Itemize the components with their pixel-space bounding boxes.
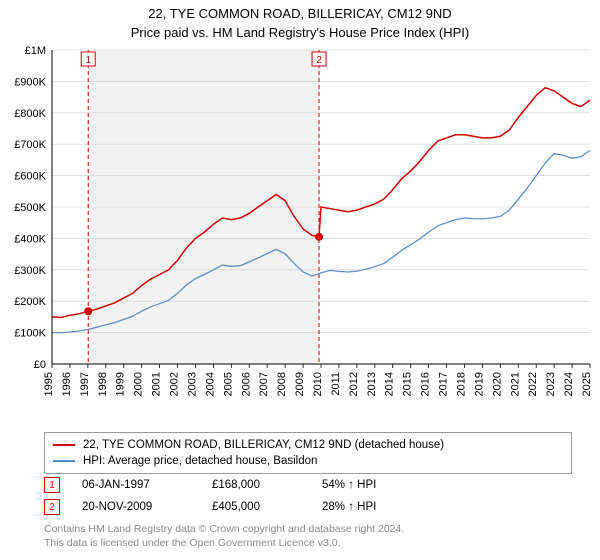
sale-marker-2-num: 2 [49,502,55,513]
chart-area: £0 £100K £200K £300K £400K £500K £600K £700K £80… [0,46,600,426]
sale-marker-1: 1 [44,477,60,493]
legend-label-2: HPI: Average price, detached house, Basi… [83,455,317,467]
svg-text:2020: 2020 [491,372,503,396]
svg-text:2001: 2001 [151,372,163,396]
svg-text:2004: 2004 [204,372,216,396]
svg-text:1998: 1998 [97,372,109,396]
svg-text:£0: £0 [34,359,46,371]
svg-text:1997: 1997 [79,372,91,396]
svg-text:2010: 2010 [312,372,324,396]
svg-text:£700K: £700K [14,139,46,151]
svg-text:2: 2 [316,55,322,66]
svg-text:2000: 2000 [133,372,145,396]
sale-date-2: 20-NOV-2009 [82,501,212,513]
svg-text:2003: 2003 [186,372,198,396]
sale-price-2: £405,000 [212,501,322,513]
svg-text:2016: 2016 [420,372,432,396]
svg-text:2023: 2023 [545,372,557,396]
svg-text:2024: 2024 [563,372,575,396]
attribution-line1: Contains HM Land Registry data © Crown c… [44,522,404,536]
chart-svg: £0 £100K £200K £300K £400K £500K £600K £700K £80… [0,46,600,426]
legend-swatch-1 [53,444,75,446]
svg-text:2014: 2014 [384,372,396,396]
svg-text:2009: 2009 [294,372,306,396]
attribution-line2: This data is licensed under the Open Gov… [44,536,404,550]
svg-text:1: 1 [85,55,91,66]
svg-text:2021: 2021 [509,372,521,396]
svg-text:£1M: £1M [25,46,46,57]
sale-row-1: 1 06-JAN-1997 £168,000 54% ↑ HPI [44,474,442,496]
svg-text:£300K: £300K [14,265,46,277]
svg-text:£800K: £800K [14,108,46,120]
legend-box: 22, TYE COMMON ROAD, BILLERICAY, CM12 9N… [44,432,572,474]
svg-text:2012: 2012 [348,372,360,396]
svg-text:2015: 2015 [402,372,414,396]
svg-text:1995: 1995 [43,372,55,396]
sale-pct-2: 28% ↑ HPI [322,501,442,513]
svg-text:£600K: £600K [14,171,46,183]
title-address: 22, TYE COMMON ROAD, BILLERICAY, CM12 9N… [0,0,600,21]
svg-text:£400K: £400K [14,233,46,245]
svg-text:1996: 1996 [61,372,73,396]
svg-text:2008: 2008 [276,372,288,396]
svg-text:2025: 2025 [581,372,593,396]
svg-text:2005: 2005 [222,372,234,396]
svg-text:2019: 2019 [473,372,485,396]
svg-text:2022: 2022 [527,372,539,396]
svg-text:2013: 2013 [366,372,378,396]
chart-container: 22, TYE COMMON ROAD, BILLERICAY, CM12 9N… [0,0,600,560]
legend-swatch-2 [53,460,75,462]
svg-text:2007: 2007 [258,372,270,396]
svg-text:£100K: £100K [14,328,46,340]
svg-text:£200K: £200K [14,296,46,308]
svg-text:2011: 2011 [330,372,342,396]
sale-marker-2: 2 [44,499,60,515]
attribution: Contains HM Land Registry data © Crown c… [44,522,404,550]
svg-text:2006: 2006 [240,372,252,396]
sales-table: 1 06-JAN-1997 £168,000 54% ↑ HPI 2 20-NO… [44,474,442,518]
sale-row-2: 2 20-NOV-2009 £405,000 28% ↑ HPI [44,496,442,518]
svg-text:£500K: £500K [14,202,46,214]
sale-marker-1-num: 1 [49,480,55,491]
svg-text:2017: 2017 [438,372,450,396]
svg-text:2018: 2018 [455,372,467,396]
legend-item-2: HPI: Average price, detached house, Basi… [53,453,563,469]
svg-text:£900K: £900K [14,76,46,88]
sale-date-1: 06-JAN-1997 [82,479,212,491]
svg-text:1999: 1999 [115,372,127,396]
legend-item-1: 22, TYE COMMON ROAD, BILLERICAY, CM12 9N… [53,437,563,453]
svg-text:2002: 2002 [169,372,181,396]
title-subtitle: Price paid vs. HM Land Registry's House … [0,21,600,40]
sale-price-1: £168,000 [212,479,322,491]
sale-pct-1: 54% ↑ HPI [322,479,442,491]
legend-label-1: 22, TYE COMMON ROAD, BILLERICAY, CM12 9N… [83,439,444,451]
